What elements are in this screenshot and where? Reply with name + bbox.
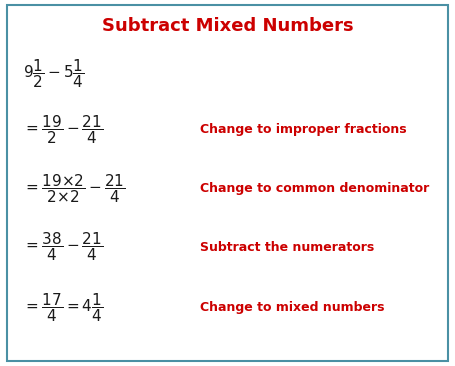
Text: $=\dfrac{19{\times}2}{2{\times}2}-\dfrac{21}{4}$: $=\dfrac{19{\times}2}{2{\times}2}-\dfrac… xyxy=(23,172,126,205)
Text: Change to common denominator: Change to common denominator xyxy=(200,182,430,195)
Text: Subtract the numerators: Subtract the numerators xyxy=(200,240,374,254)
Text: $=\dfrac{38}{4}-\dfrac{21}{4}$: $=\dfrac{38}{4}-\dfrac{21}{4}$ xyxy=(23,231,103,264)
Text: $=\dfrac{19}{2}-\dfrac{21}{4}$: $=\dfrac{19}{2}-\dfrac{21}{4}$ xyxy=(23,113,103,146)
Text: $9\dfrac{1}{2}-5\dfrac{1}{4}$: $9\dfrac{1}{2}-5\dfrac{1}{4}$ xyxy=(23,57,84,90)
Text: Subtract Mixed Numbers: Subtract Mixed Numbers xyxy=(101,17,354,36)
Text: Change to mixed numbers: Change to mixed numbers xyxy=(200,301,384,314)
FancyBboxPatch shape xyxy=(7,5,448,361)
Text: Change to improper fractions: Change to improper fractions xyxy=(200,123,407,137)
Text: $=\dfrac{17}{4}=4\dfrac{1}{4}$: $=\dfrac{17}{4}=4\dfrac{1}{4}$ xyxy=(23,291,103,324)
